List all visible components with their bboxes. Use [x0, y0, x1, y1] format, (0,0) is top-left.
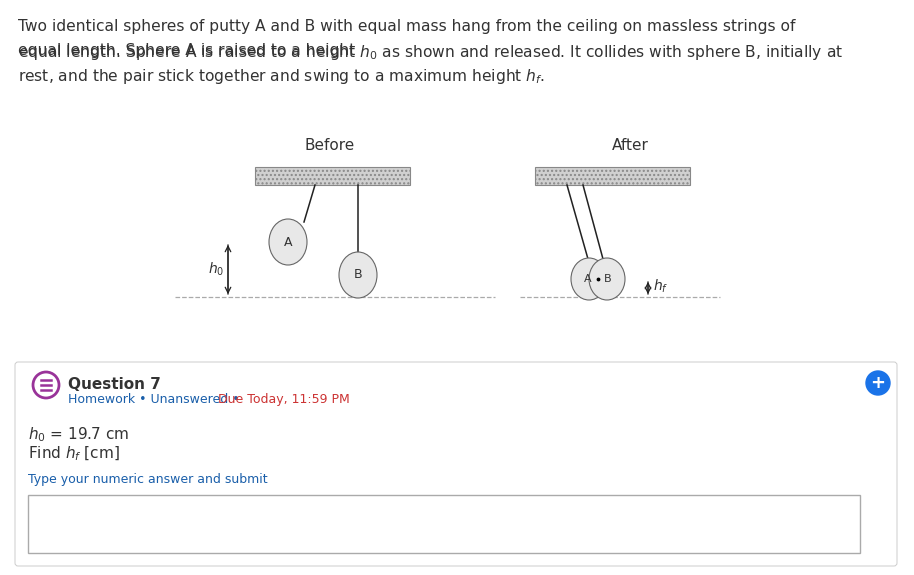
Text: $h_f$: $h_f$ [653, 277, 668, 295]
Text: After: After [611, 138, 648, 153]
Ellipse shape [339, 252, 377, 298]
Text: A: A [584, 274, 591, 284]
Text: B: B [604, 274, 611, 284]
Text: Homework • Unanswered •: Homework • Unanswered • [68, 393, 244, 406]
Text: equal length. Sphere A is raised to a height: equal length. Sphere A is raised to a he… [18, 43, 360, 58]
Ellipse shape [571, 258, 607, 300]
Text: $h_0$ = 19.7 cm: $h_0$ = 19.7 cm [28, 425, 129, 444]
Text: rest, and the pair stick together and swing to a maximum height $h_f$.: rest, and the pair stick together and sw… [18, 67, 546, 86]
Ellipse shape [589, 258, 625, 300]
Bar [535, 167, 690, 185]
Text: +: + [870, 374, 886, 392]
Text: Find $h_f$ [cm]: Find $h_f$ [cm] [28, 445, 120, 463]
Bar [28, 495, 860, 553]
Text: Due Today, 11:59 PM: Due Today, 11:59 PM [218, 393, 350, 406]
Text: Type your numeric answer and submit: Type your numeric answer and submit [28, 473, 268, 486]
Bar [255, 167, 410, 185]
Text: A: A [283, 236, 292, 248]
FancyBboxPatch shape [15, 362, 897, 566]
Text: Two identical spheres of putty A and B with equal mass hang from the ceiling on : Two identical spheres of putty A and B w… [18, 19, 795, 34]
Text: equal length. Sphere A is raised to a height $h_0$ as shown and released. It col: equal length. Sphere A is raised to a he… [18, 43, 844, 62]
Text: B: B [354, 269, 362, 282]
Ellipse shape [269, 219, 307, 265]
Text: Before: Before [305, 138, 356, 153]
Circle shape [866, 371, 890, 395]
Text: $h_0$: $h_0$ [207, 261, 224, 278]
Text: Question 7: Question 7 [68, 377, 161, 392]
